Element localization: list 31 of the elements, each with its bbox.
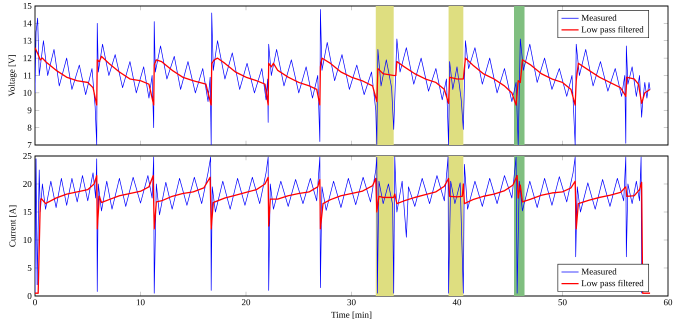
y-tick-label: 0 <box>28 292 32 300</box>
y-tick-label: 5 <box>28 265 32 271</box>
x-tick-label: 10 <box>136 299 145 306</box>
y-tick-label: 15 <box>24 2 32 10</box>
y-tick-label: 13 <box>24 38 32 44</box>
y-tick-label: 20 <box>23 180 32 188</box>
legend-label: Low pass filtered <box>582 280 644 288</box>
x-tick-label: 40 <box>452 299 462 306</box>
y-tick-label: 15 <box>24 208 32 216</box>
y-tick-label: 9 <box>28 107 32 114</box>
y-tick-label: 8 <box>28 124 32 131</box>
x-tick-label: 60 <box>664 299 672 306</box>
line-series <box>35 9 650 145</box>
y-tick-label: 10 <box>24 90 32 96</box>
y-axis-title: Current [A] <box>9 206 17 247</box>
y-tick-label: 12 <box>24 55 32 62</box>
x-axis-title: Time [min] <box>331 311 372 319</box>
y-tick-label: 14 <box>24 20 32 26</box>
y-tick-label: 7 <box>28 142 32 148</box>
x-tick-label: 50 <box>558 299 567 306</box>
y-tick-label: 10 <box>24 236 32 244</box>
x-tick-label: 0 <box>33 299 37 306</box>
line-series <box>35 47 651 106</box>
legend-label: Measured <box>581 14 617 21</box>
legend-label: Low pass filtered <box>581 26 644 34</box>
y-tick-label: 25 <box>23 152 32 160</box>
x-tick-label: 30 <box>347 299 356 306</box>
y-axis-title: Voltage [V] <box>8 55 17 96</box>
x-tick-label: 20 <box>242 299 250 306</box>
y-tick-label: 11 <box>24 72 32 78</box>
legend-label: Measured <box>582 268 617 275</box>
